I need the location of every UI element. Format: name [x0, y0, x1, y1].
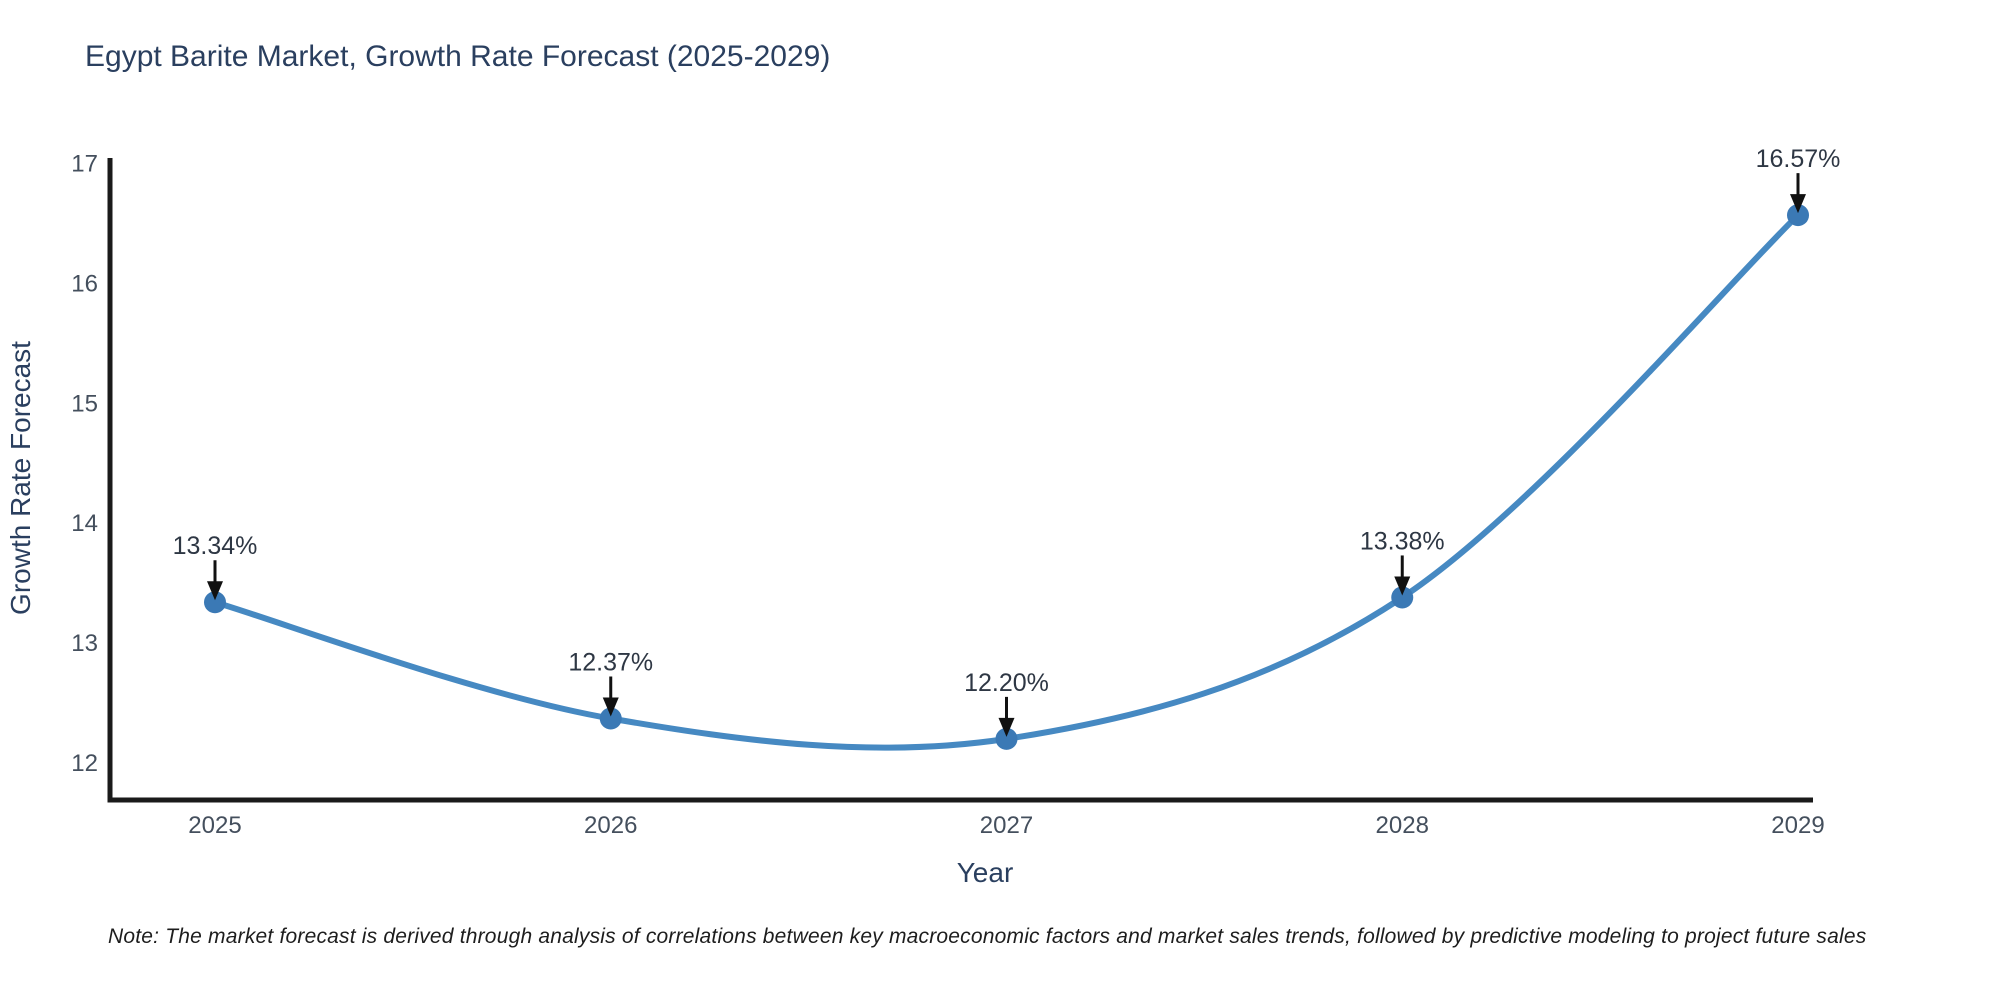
- y-tick-label: 12: [71, 750, 98, 777]
- footnote: Note: The market forecast is derived thr…: [108, 925, 1867, 948]
- annotation-arrowhead-icon: [207, 581, 223, 601]
- chart-title: Egypt Barite Market, Growth Rate Forecas…: [85, 40, 830, 73]
- annotation-label: 13.34%: [173, 532, 258, 560]
- data-point-2027: [995, 727, 1018, 750]
- y-tick-label: 16: [71, 270, 98, 297]
- x-tick-label: 2026: [584, 812, 637, 839]
- annotation-label: 16.57%: [1756, 145, 1841, 173]
- y-tick-label: 13: [71, 630, 98, 657]
- annotation-arrowhead-icon: [1790, 194, 1806, 214]
- data-point-2028: [1391, 586, 1414, 609]
- x-tick-label: 2029: [1771, 812, 1824, 839]
- annotation-arrowhead-icon: [998, 717, 1015, 737]
- data-point-2026: [599, 707, 622, 730]
- y-tick-label: 17: [71, 151, 98, 178]
- trend-line: [212, 212, 1801, 751]
- x-tick-label: 2025: [188, 812, 241, 839]
- x-axis-title: Year: [957, 857, 1014, 888]
- plot-area: 12 13 14 15 16 17 2025 2026 2027 2028 2029 13.34% 12…: [71, 145, 1840, 839]
- data-point-2029: [1787, 204, 1809, 227]
- annotation-arrowhead-icon: [602, 697, 619, 717]
- data-point-2025: [204, 591, 226, 614]
- annotation-label: 12.20%: [964, 669, 1049, 697]
- y-axis-title: Growth Rate Forecast: [5, 341, 36, 615]
- annotation-label: 12.37%: [568, 649, 653, 677]
- annotation-label: 13.38%: [1360, 527, 1445, 555]
- annotation-arrowhead-icon: [1394, 576, 1411, 596]
- y-tick-label: 14: [71, 510, 98, 537]
- y-tick-label: 15: [71, 390, 98, 417]
- x-tick-label: 2027: [980, 812, 1033, 839]
- x-tick-label: 2028: [1376, 812, 1429, 839]
